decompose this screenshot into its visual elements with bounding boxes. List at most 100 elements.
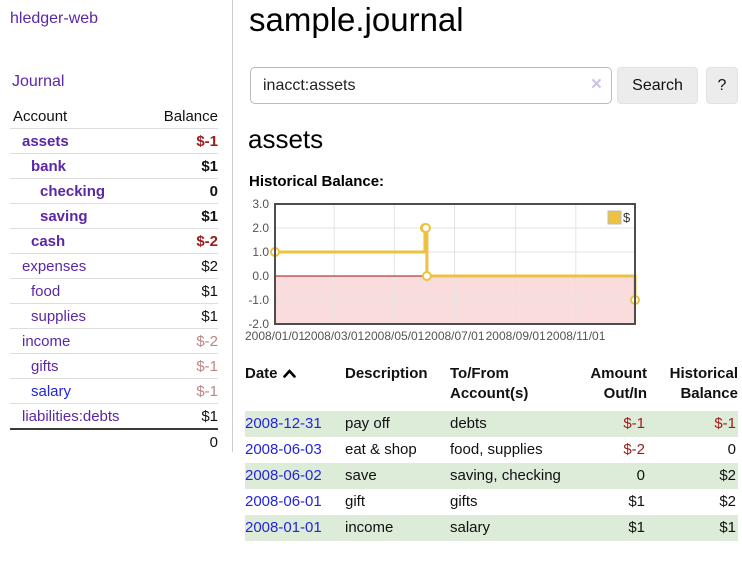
- brand-link[interactable]: hledger-web: [10, 10, 99, 27]
- account-balance: $1: [149, 153, 218, 179]
- column-header-date[interactable]: Date: [245, 362, 345, 411]
- sidebar-divider: [232, 0, 233, 452]
- account-balance: $-2: [149, 228, 218, 254]
- account-row-cash: cash $-2: [10, 228, 218, 254]
- account-link-checking[interactable]: checking: [40, 183, 106, 200]
- transaction-amount: 0: [565, 463, 647, 489]
- account-row-expenses: expenses $2: [10, 253, 218, 279]
- svg-text:$: $: [623, 210, 631, 225]
- sidebar-item-journal[interactable]: Journal: [12, 73, 65, 90]
- column-header-accounts[interactable]: To/From Account(s): [450, 365, 529, 402]
- svg-text:-1.0: -1.0: [248, 293, 269, 307]
- transaction-row: 2008-06-03 eat & shop food, supplies $-2…: [245, 437, 738, 463]
- account-link-saving[interactable]: saving: [40, 208, 88, 225]
- svg-text:2.0: 2.0: [252, 221, 269, 235]
- svg-text:0.0: 0.0: [252, 269, 269, 283]
- clear-search-icon[interactable]: ×: [590, 74, 602, 95]
- account-balance: $1: [149, 403, 218, 429]
- account-link-salary[interactable]: salary: [31, 383, 72, 400]
- transaction-description: income: [345, 515, 450, 541]
- transaction-accounts: debts: [450, 411, 565, 437]
- account-balance: $1: [149, 303, 218, 329]
- accounts-header-balance: Balance: [163, 108, 218, 125]
- column-header-description[interactable]: Description: [345, 365, 428, 382]
- account-row-gifts: gifts $-1: [10, 353, 218, 379]
- account-link-income[interactable]: income: [22, 333, 71, 350]
- transaction-description: save: [345, 463, 450, 489]
- account-link-bank[interactable]: bank: [31, 158, 67, 175]
- accounts-header-row: Account Balance: [10, 104, 218, 129]
- transactions-header-row: Date Description To/From Account(s) Amou…: [245, 362, 738, 411]
- svg-text:2008/01/01: 2008/01/01: [245, 329, 305, 343]
- account-row-income: income $-2: [10, 328, 218, 354]
- column-header-balance[interactable]: Historical Balance: [669, 365, 738, 402]
- column-header-amount[interactable]: Amount Out/In: [590, 365, 647, 402]
- transaction-description: gift: [345, 493, 366, 510]
- transaction-row: 2008-06-02 save saving, checking 0 $2: [245, 463, 738, 489]
- account-link-expenses[interactable]: expenses: [22, 258, 87, 275]
- account-link-supplies[interactable]: supplies: [31, 308, 87, 325]
- chart-title: Historical Balance:: [249, 173, 385, 190]
- account-link-gifts[interactable]: gifts: [31, 358, 59, 375]
- accounts-sidebar-table: Account Balance assets $-1 bank $1 check…: [10, 104, 218, 454]
- transaction-amount: $1: [628, 493, 645, 510]
- account-row-salary: salary $-1: [10, 378, 218, 404]
- search-box: ×: [250, 67, 612, 104]
- account-row-liabilities-debts: liabilities:debts $1: [10, 403, 218, 429]
- account-balance: $1: [149, 203, 218, 229]
- transaction-date-link[interactable]: 2008-06-03: [245, 441, 322, 458]
- transaction-amount: $1: [565, 515, 647, 541]
- account-balance: $2: [149, 253, 218, 279]
- svg-text:3.0: 3.0: [252, 198, 269, 211]
- accounts-total-row: 0: [10, 428, 218, 454]
- transaction-balance: $2: [647, 463, 738, 489]
- transaction-date-link[interactable]: 2008-06-02: [245, 467, 322, 484]
- svg-text:2008/07/01: 2008/07/01: [424, 329, 484, 343]
- transactions-table: Date Description To/From Account(s) Amou…: [245, 362, 738, 541]
- svg-text:1.0: 1.0: [252, 245, 269, 259]
- transaction-description: eat & shop: [345, 441, 417, 458]
- svg-text:2008/05/01: 2008/05/01: [364, 329, 424, 343]
- transaction-date-link[interactable]: 2008-06-01: [245, 493, 322, 510]
- transaction-date-link[interactable]: 2008-12-31: [245, 415, 322, 432]
- svg-text:-2.0: -2.0: [248, 317, 269, 331]
- account-balance: $1: [149, 278, 218, 304]
- transaction-row: 2008-06-01 gift gifts $1 $2: [245, 489, 738, 515]
- accounts-header-account: Account: [13, 108, 68, 125]
- historical-balance-chart: 3.0 2.0 1.0 0.0 -1.0 -2.0 2008/01/01 2008/03/01…: [245, 197, 742, 346]
- transaction-row: 2008-12-31 pay off debts $-1 $-1: [245, 411, 738, 437]
- account-row-supplies: supplies $1: [10, 303, 218, 329]
- transaction-amount: $-2: [623, 441, 645, 458]
- search-input[interactable]: [250, 67, 612, 104]
- help-button[interactable]: ?: [706, 67, 738, 104]
- account-link-liabilities-debts[interactable]: liabilities:debts: [22, 408, 120, 425]
- account-row-saving: saving $1: [10, 203, 218, 229]
- account-row-food: food $1: [10, 278, 218, 304]
- account-row-bank: bank $1: [10, 153, 218, 179]
- search-button[interactable]: Search: [617, 67, 698, 104]
- account-balance: $-1: [149, 378, 218, 404]
- transaction-balance: $-1: [647, 411, 738, 437]
- account-link-food[interactable]: food: [31, 283, 61, 300]
- transaction-date-link[interactable]: 2008-01-01: [245, 519, 322, 536]
- account-balance: $-1: [149, 353, 218, 379]
- transaction-description: pay off: [345, 411, 450, 437]
- account-balance: $-2: [149, 328, 218, 354]
- accounts-total-balance: 0: [149, 428, 218, 454]
- account-balance: $-1: [149, 128, 218, 154]
- svg-text:2008/03/01: 2008/03/01: [304, 329, 364, 343]
- svg-text:2008/11/01: 2008/11/01: [546, 329, 605, 343]
- account-link-assets[interactable]: assets: [22, 133, 69, 150]
- transaction-accounts: salary: [450, 515, 565, 541]
- account-link-cash[interactable]: cash: [31, 233, 66, 250]
- transaction-balance: 0: [727, 441, 736, 458]
- page-title: sample.journal: [249, 1, 464, 38]
- transaction-accounts: saving, checking: [450, 463, 565, 489]
- account-row-assets: assets $-1: [10, 128, 218, 154]
- transaction-balance: $2: [719, 493, 736, 510]
- svg-text:2008/09/01: 2008/09/01: [486, 329, 546, 343]
- sort-asc-icon: [282, 364, 296, 384]
- account-balance: 0: [149, 178, 218, 204]
